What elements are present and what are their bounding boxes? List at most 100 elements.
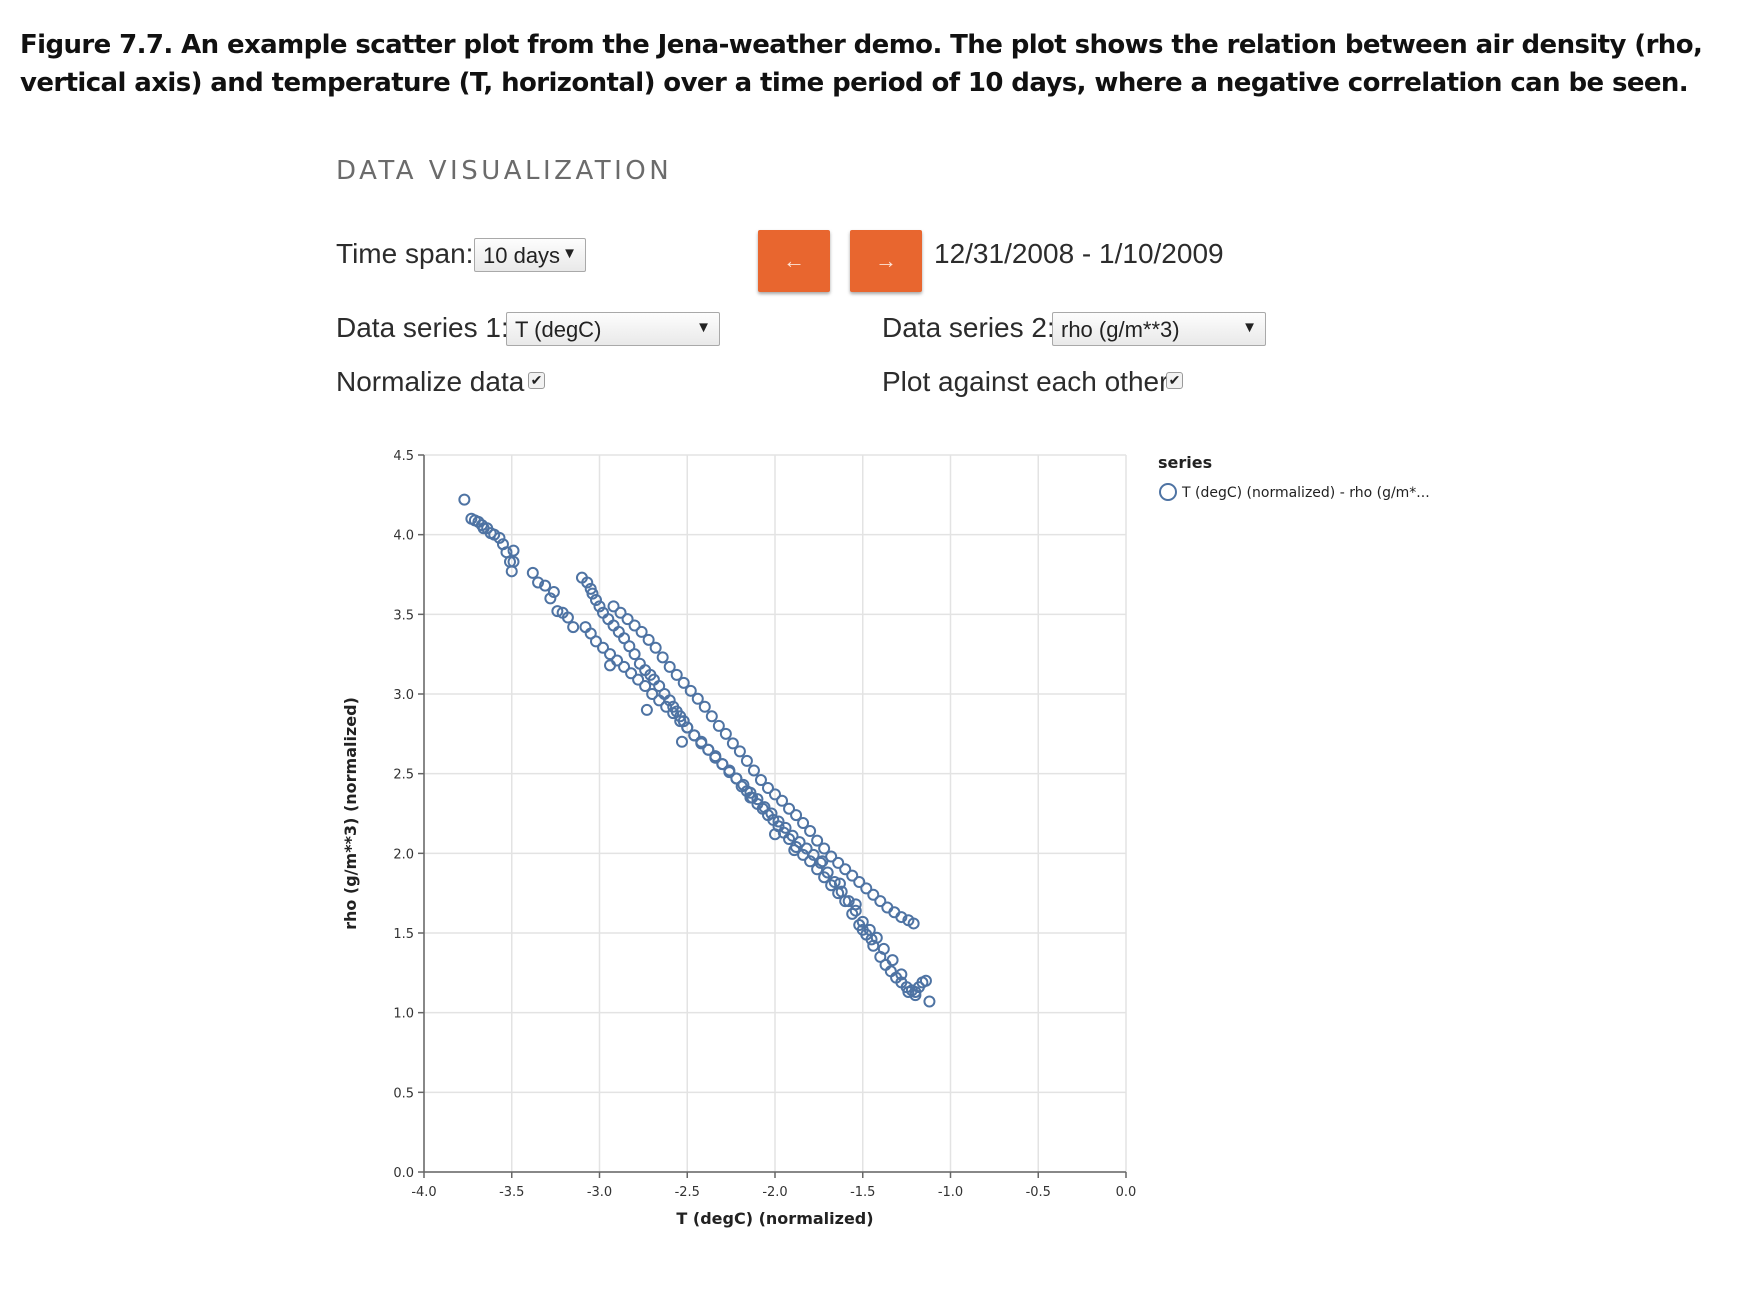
arrow-right-icon: → [875, 248, 897, 273]
scatter-point [783, 832, 796, 845]
scatter-point [667, 707, 680, 720]
scatter-point [856, 923, 869, 936]
x-axis-title: T (degC) (normalized) [676, 1209, 873, 1228]
scatter-point [625, 667, 638, 680]
scatter-point [691, 692, 704, 705]
scatter-point [895, 968, 908, 981]
plot-against-checkbox[interactable]: ✔ [1166, 372, 1183, 389]
scatter-point [698, 700, 711, 713]
date-range-label: 12/31/2008 - 1/10/2009 [934, 238, 1224, 269]
scatter-point [772, 815, 785, 828]
scatter-point [849, 898, 862, 911]
scatter-point [856, 915, 869, 928]
x-tick-label: -4.0 [411, 1185, 436, 1200]
scatter-point [870, 931, 883, 944]
scatter-point [783, 802, 796, 815]
scatter-point [649, 641, 662, 654]
series2-select[interactable]: rho (g/m**3) ▼ [1052, 312, 1266, 346]
scatter-point [800, 842, 813, 855]
scatter-point [807, 848, 820, 861]
y-tick-label: 3.5 [393, 608, 414, 623]
y-tick-label: 2.5 [393, 768, 414, 783]
scatter-point [532, 576, 545, 589]
scatter-point [909, 989, 922, 1002]
scatter-point [825, 879, 838, 892]
scatter-point [621, 613, 634, 626]
series1-value: T (degC) [515, 317, 602, 342]
scatter-point [839, 863, 852, 876]
scatter-point [919, 974, 932, 987]
scatter-point [688, 729, 701, 742]
normalize-checkbox[interactable]: ✔ [528, 372, 545, 389]
scatter-point [507, 555, 520, 568]
scatter-point [758, 801, 771, 814]
data-points [458, 493, 936, 1008]
scatter-point [702, 743, 715, 756]
x-tick-label: -3.5 [499, 1185, 524, 1200]
series1-select[interactable]: T (degC) ▼ [506, 312, 720, 346]
scatter-point [635, 625, 648, 638]
scatter-point [849, 904, 862, 917]
x-tick-label: -3.0 [587, 1185, 612, 1200]
scatter-point [684, 684, 697, 697]
y-tick-label: 3.0 [393, 688, 414, 703]
scatter-point [547, 586, 560, 599]
scatter-point [723, 764, 736, 777]
scatter-point [754, 774, 767, 787]
scatter-point [695, 735, 708, 748]
time-span-value: 10 days [483, 243, 561, 268]
legend-symbol [1159, 483, 1177, 501]
scatter-point [769, 788, 781, 801]
scatter-point [744, 786, 757, 799]
scatter-point [640, 703, 653, 716]
y-tick-label: 0.5 [393, 1086, 414, 1101]
prev-period-button[interactable]: ← [758, 230, 830, 292]
scatter-point [730, 772, 743, 785]
next-period-button[interactable]: → [850, 230, 922, 292]
scatter-point [581, 576, 594, 589]
scatter-point [877, 942, 890, 955]
normalize-label: Normalize data [336, 366, 525, 397]
scatter-point [589, 593, 602, 606]
x-tick-label: -0.5 [1026, 1185, 1051, 1200]
time-span-select[interactable]: 10 days ▼ [474, 238, 586, 272]
scatter-point [604, 648, 617, 661]
scatter-point [567, 621, 580, 634]
scatter-point [907, 917, 920, 930]
scatter-point [628, 648, 641, 661]
scatter-point [842, 895, 855, 908]
scatter-point [646, 688, 659, 700]
scatter-point [790, 809, 803, 822]
scatter-point [751, 793, 764, 806]
y-tick-label: 1.0 [393, 1007, 414, 1022]
scatter-point [902, 985, 915, 998]
scatter-point [769, 828, 781, 841]
scatter-point [740, 754, 753, 767]
scatter-point [737, 778, 750, 791]
scatter-point [618, 632, 631, 645]
scatter-point [865, 933, 878, 946]
scatter-point [593, 600, 606, 613]
scatter-point [814, 856, 827, 869]
x-tick-label: -1.5 [850, 1185, 875, 1200]
scatter-point [776, 794, 789, 807]
scatter-point [597, 641, 610, 654]
y-tick-label: 2.0 [393, 847, 414, 862]
scatter-point [818, 842, 831, 855]
scatter-point [653, 680, 666, 693]
scatter-point [604, 659, 617, 672]
scatter-point [653, 694, 666, 707]
y-tick-label: 0.0 [393, 1166, 414, 1181]
scatter-point [779, 821, 792, 834]
scatter-point [874, 895, 887, 908]
scatter-point [561, 611, 574, 624]
scatter-point [733, 745, 746, 758]
scatter-point [821, 866, 834, 879]
scatter-point [674, 715, 687, 728]
scatter-point [716, 758, 729, 771]
scatter-point [493, 531, 506, 544]
arrow-left-icon: ← [783, 248, 805, 273]
check-icon: ✔ [530, 372, 543, 388]
scatter-point [811, 834, 824, 847]
y-tick-label: 1.5 [393, 927, 414, 942]
